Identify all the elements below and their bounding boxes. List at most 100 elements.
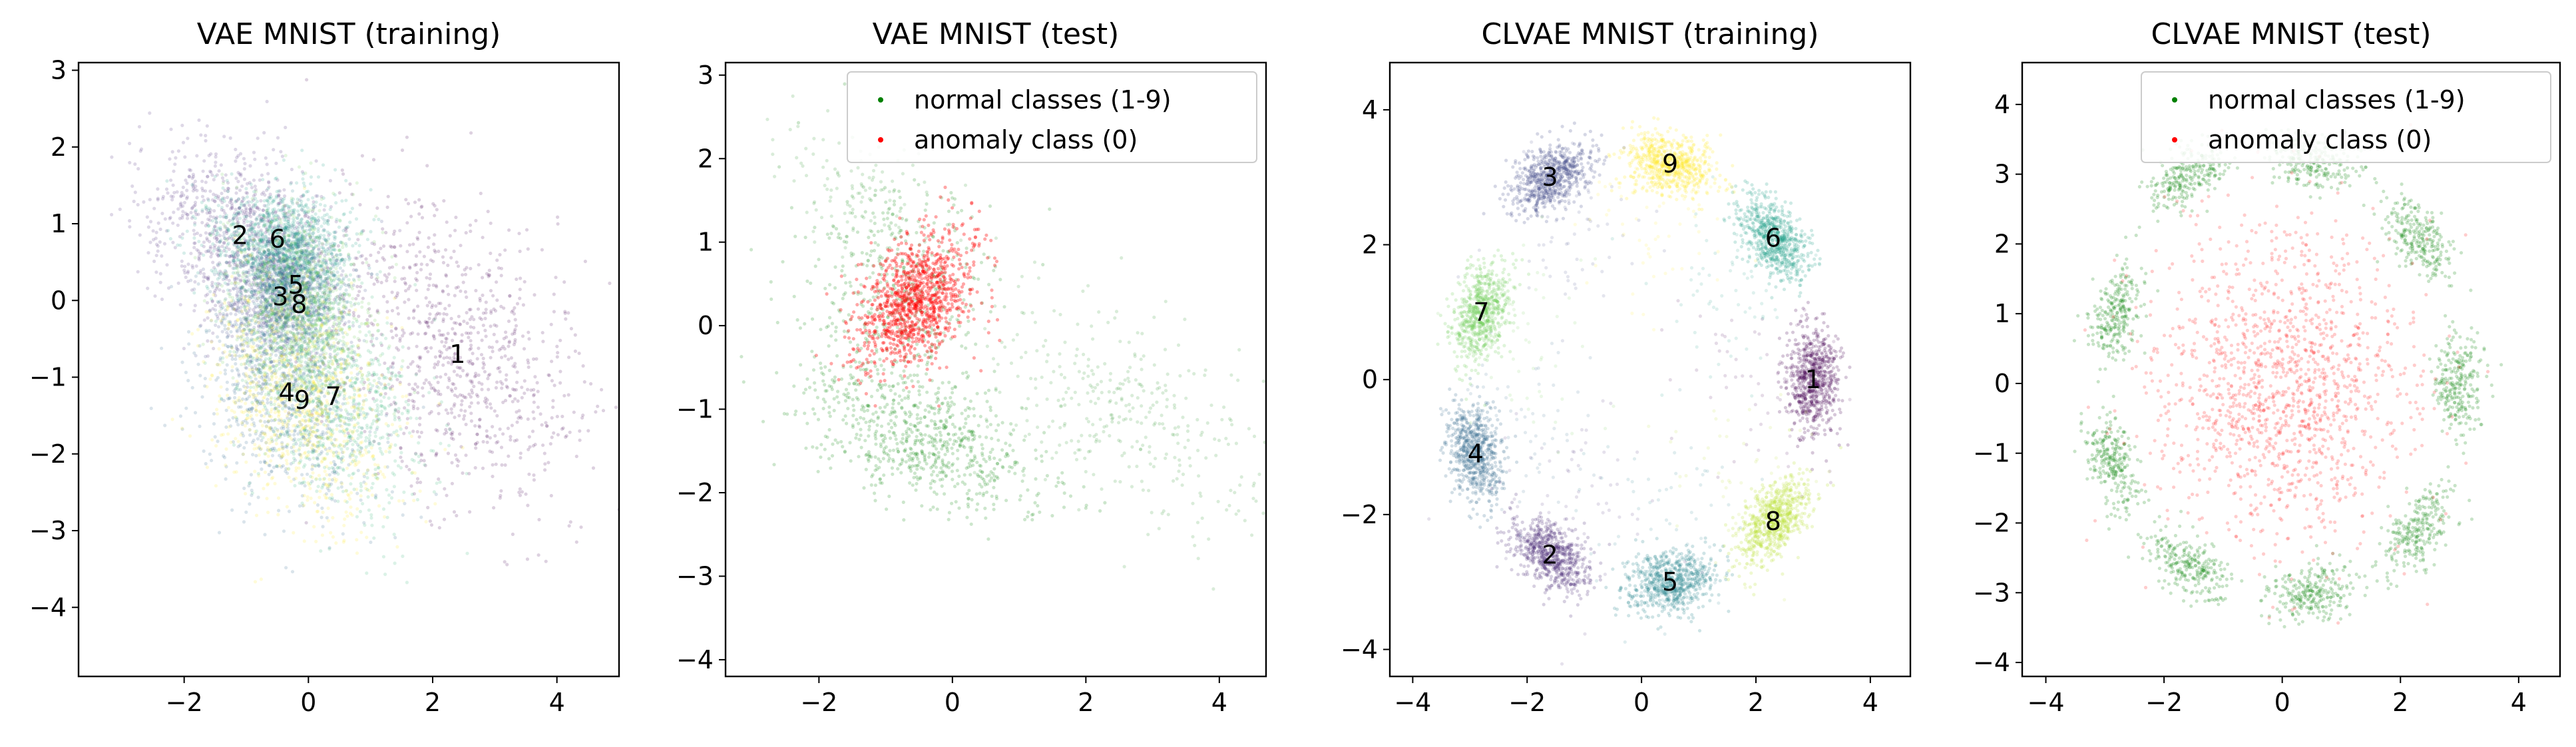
scatter-point	[332, 230, 336, 234]
scatter-point	[386, 194, 390, 198]
scatter-point	[431, 318, 436, 322]
scatter-point	[497, 348, 501, 352]
scatter-point	[186, 271, 190, 275]
scatter-point	[477, 424, 481, 428]
scatter-point	[218, 227, 222, 231]
scatter-point	[411, 404, 415, 408]
scatter-point	[210, 280, 214, 284]
scatter-point	[427, 381, 431, 385]
scatter-point	[234, 276, 238, 280]
scatter-point	[240, 320, 244, 324]
scatter-point	[375, 310, 379, 314]
scatter-point	[413, 388, 417, 392]
scatter-point	[265, 229, 269, 233]
scatter-point	[507, 319, 511, 324]
scatter-point	[192, 174, 196, 178]
scatter-point	[464, 422, 468, 427]
scatter-point	[182, 200, 186, 204]
scatter-point	[455, 464, 460, 468]
scatter-point	[346, 431, 350, 435]
scatter-point	[431, 334, 435, 338]
scatter-point	[483, 370, 487, 374]
scatter-point	[546, 461, 550, 465]
scatter-point	[445, 348, 449, 352]
scatter-point	[475, 432, 479, 437]
scatter-point	[348, 210, 353, 214]
scatter-point	[248, 283, 252, 287]
scatter-point	[266, 397, 270, 401]
scatter-point	[563, 311, 567, 316]
scatter-point	[292, 433, 296, 437]
scatter-point	[555, 355, 559, 359]
scatter-point	[391, 336, 395, 340]
scatter-point	[492, 332, 496, 336]
scatter-point	[372, 282, 376, 286]
scatter-point	[218, 240, 222, 244]
scatter-point	[280, 426, 284, 430]
scatter-point	[253, 289, 258, 293]
scatter-point	[186, 216, 190, 220]
scatter-point	[409, 332, 413, 336]
scatter-point	[284, 125, 288, 130]
scatter-point	[411, 331, 415, 335]
scatter-point	[225, 204, 229, 208]
scatter-point	[248, 502, 252, 506]
scatter-point	[511, 309, 515, 313]
scatter-point	[348, 182, 352, 186]
scatter-point	[385, 275, 389, 280]
scatter-point	[146, 225, 150, 229]
scatter-point	[444, 274, 449, 278]
scatter-point	[418, 416, 422, 420]
scatter-point	[431, 283, 435, 287]
scatter-point	[525, 557, 530, 561]
scatter-point	[222, 455, 227, 459]
scatter-point	[201, 267, 206, 271]
scatter-point	[265, 162, 269, 166]
scatter-point	[450, 389, 454, 393]
scatter-point	[419, 205, 423, 209]
scatter-point	[435, 451, 439, 455]
scatter-point	[426, 288, 430, 292]
scatter-point	[290, 570, 295, 574]
scatter-point	[469, 379, 473, 383]
scatter-point	[322, 208, 326, 212]
scatter-point	[214, 196, 218, 200]
scatter-point	[433, 355, 438, 359]
scatter-point	[483, 328, 487, 332]
scatter-point	[527, 447, 531, 451]
scatter-point	[451, 381, 455, 385]
scatter-point	[492, 307, 496, 311]
scatter-point	[230, 508, 234, 512]
scatter-point	[358, 387, 362, 391]
scatter-point	[414, 277, 418, 281]
scatter-point	[411, 399, 415, 403]
scatter-point	[266, 172, 270, 176]
scatter-point	[182, 251, 186, 255]
scatter-point	[415, 385, 420, 389]
scatter-point	[448, 346, 452, 350]
scatter-point	[532, 387, 536, 392]
scatter-point	[225, 314, 229, 318]
scatter-point	[252, 194, 256, 198]
scatter-point	[489, 406, 493, 410]
scatter-point	[454, 321, 458, 325]
scatter-point	[527, 472, 531, 476]
scatter-point	[523, 379, 527, 383]
scatter-point	[394, 296, 398, 300]
scatter-point	[515, 420, 519, 424]
scatter-point	[227, 236, 231, 240]
scatter-point	[356, 238, 360, 242]
scatter-point	[198, 424, 202, 429]
scatter-point	[417, 435, 421, 439]
scatter-point	[550, 379, 554, 383]
scatter-point	[160, 254, 164, 258]
scatter-point	[428, 272, 433, 276]
scatter-point	[179, 201, 183, 205]
scatter-point	[244, 258, 248, 263]
scatter-point	[417, 355, 421, 360]
scatter-point	[276, 203, 280, 207]
scatter-point	[468, 223, 473, 227]
scatter-point	[407, 265, 412, 269]
scatter-point	[231, 217, 235, 221]
scatter-point	[302, 193, 306, 197]
